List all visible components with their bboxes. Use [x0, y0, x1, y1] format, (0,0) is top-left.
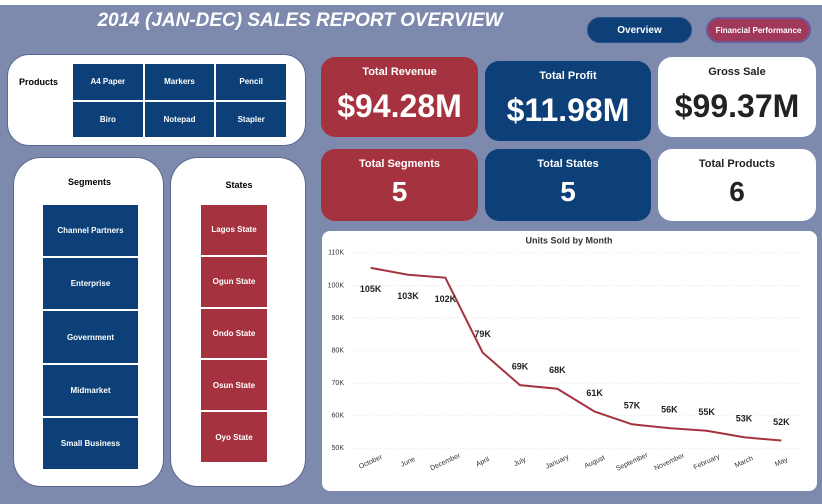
data-label: 79K [474, 329, 491, 339]
y-tick-label: 70K [332, 380, 345, 387]
x-tick-label: December [429, 452, 462, 472]
kpi-value: $99.37M [674, 88, 800, 124]
states-panel: States Lagos State Ogun State Ondo State Os… [170, 157, 306, 487]
kpi-title: Gross Sale [708, 66, 766, 78]
nav-button[interactable]: Overview [587, 17, 692, 43]
data-label: 102K [435, 294, 457, 304]
y-tick-label: 80K [332, 347, 345, 354]
state-button[interactable]: Lagos State [201, 205, 267, 255]
kpi-title: Total Revenue [362, 66, 437, 78]
x-tick-label: July [513, 456, 528, 468]
kpi-value: $11.98M [506, 92, 630, 128]
x-tick-label: January [545, 454, 571, 471]
data-label: 55K [698, 407, 715, 417]
page-title: 2014 (JAN-DEC) SALES REPORT OVERVIEW [97, 10, 503, 31]
kpi-card: Total Revenue $94.28M [321, 57, 478, 137]
product-grid: A4 Paper Markers Pencil Biro Notepad Stapler [73, 64, 286, 137]
x-tick-label: February [693, 453, 722, 471]
data-label: 52K [773, 417, 790, 427]
x-tick-label: August [583, 455, 606, 471]
y-tick-label: 110K [328, 250, 344, 257]
data-label: 61K [586, 388, 603, 398]
chart-title: Units Sold by Month [526, 235, 613, 245]
line [370, 266, 782, 442]
chart-panel: Units Sold by Month 50K 60K 70K 80K 90K 100K 1… [322, 231, 817, 491]
y-tick-label: 50K [332, 445, 345, 452]
data-label: 103K [397, 291, 419, 301]
x-tick-label: June [400, 456, 417, 469]
data-label: 56K [661, 405, 678, 415]
x-tick-label: April [475, 456, 491, 468]
data-label: 69K [512, 362, 529, 372]
y-tick-label: 90K [332, 315, 345, 322]
kpi-card: Total Profit $11.98M [485, 61, 651, 141]
product-button[interactable]: Biro [73, 101, 143, 137]
segment-button[interactable]: Small Business [43, 417, 138, 470]
data-label: 68K [549, 365, 566, 375]
kpi-card: Gross Sale $99.37M [658, 57, 816, 137]
product-button[interactable]: Markers [144, 64, 215, 100]
y-tick-label: 60K [332, 413, 345, 420]
segments-title: Segments [67, 177, 111, 187]
segment-button[interactable]: Midmarket [43, 364, 138, 416]
x-tick-label: September [615, 452, 650, 473]
product-button[interactable]: Pencil [216, 64, 286, 100]
x-tick-label: May [774, 456, 789, 468]
segment-list: Channel Partners Enterprise Government Midm… [43, 205, 138, 470]
kpi-value: 6 [729, 176, 745, 207]
state-button[interactable]: Osun State [201, 360, 267, 411]
products-label: Products [19, 77, 59, 87]
kpi-title: Total States [537, 158, 599, 170]
states-title: States [225, 180, 253, 190]
data-label: 57K [624, 401, 641, 411]
state-button[interactable]: Oyo State [201, 412, 267, 462]
data-label: 105K [360, 284, 382, 294]
x-tick-label: October [358, 454, 384, 471]
state-list: Lagos State Ogun State Ondo State Osun Stat… [201, 205, 267, 462]
kpi-value: $94.28M [337, 88, 462, 124]
kpi-value: 5 [391, 176, 408, 207]
segment-button[interactable]: Government [43, 311, 138, 363]
x-tick-label: March [734, 455, 755, 470]
product-button[interactable]: A4 Paper [73, 64, 143, 100]
kpi-card: Total States 5 [485, 149, 651, 221]
products-panel: Products A4 Paper Markers Pencil Biro Notepa… [7, 54, 306, 146]
chart: Units Sold by Month 50K 60K 70K 80K 90K 100K 1… [328, 235, 800, 473]
segment-button[interactable]: Channel Partners [43, 205, 138, 257]
segment-button[interactable]: Enterprise [43, 258, 138, 310]
kpi-title: Total Profit [539, 70, 597, 82]
product-button[interactable]: Notepad [144, 101, 215, 137]
nav-button[interactable]: Financial Performance [706, 17, 811, 43]
data-label: 53K [736, 414, 753, 424]
kpi-card: Total Products 6 [658, 149, 816, 221]
kpi-value: 5 [560, 176, 576, 207]
y-tick-label: 100K [328, 282, 345, 289]
segments-panel: Segments Channel Partners Enterprise Gover… [13, 157, 164, 487]
top-strip [0, 0, 822, 5]
x-tick-label: November [653, 452, 686, 472]
kpi-title: Total Segments [358, 158, 441, 170]
kpi-title: Total Products [698, 158, 776, 170]
kpi-card: Total Segments 5 [321, 149, 478, 221]
product-button[interactable]: Stapler [216, 101, 286, 137]
state-button[interactable]: Ogun State [201, 256, 267, 307]
state-button[interactable]: Ondo State [201, 308, 267, 359]
